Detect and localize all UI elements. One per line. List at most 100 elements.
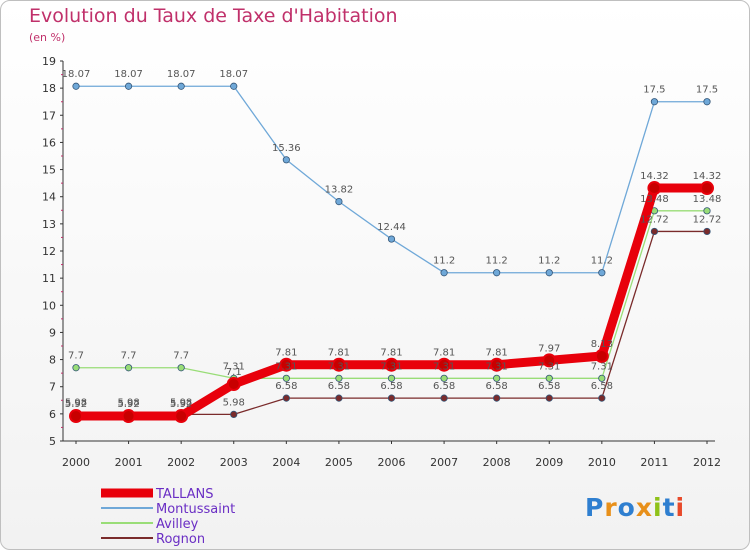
- data-label-montussaint: 12.44: [377, 222, 406, 233]
- data-label-rognon: 5.98: [170, 397, 192, 408]
- data-label-montussaint: 18.07: [167, 69, 196, 80]
- data-point-tallans: [279, 357, 294, 372]
- data-point-montussaint: [493, 269, 501, 277]
- data-point-rognon: [335, 394, 343, 402]
- data-point-montussaint: [230, 82, 238, 90]
- data-point-rognon: [440, 394, 448, 402]
- data-label-rognon: 5.98: [65, 397, 87, 408]
- data-label-avilley: 7.31: [275, 361, 297, 372]
- data-point-avilley: [545, 374, 553, 382]
- data-label-tallans: 5.92: [117, 399, 139, 410]
- legend-label-montussaint: Montussaint: [156, 502, 235, 517]
- y-tick-label: 13: [42, 218, 56, 231]
- data-label-tallans: 7.97: [538, 343, 560, 354]
- data-label-avilley: 7.31: [223, 361, 245, 372]
- data-point-avilley: [598, 374, 606, 382]
- data-label-rognon: 12.72: [693, 214, 722, 225]
- data-label-avilley: 7.31: [328, 361, 350, 372]
- data-point-tallans: [594, 349, 609, 364]
- legend-label-rognon: Rognon: [156, 532, 205, 547]
- data-point-montussaint: [387, 235, 396, 243]
- data-point-avilley: [124, 364, 133, 372]
- data-label-avilley: 13.48: [693, 194, 722, 205]
- data-point-tallans: [647, 181, 662, 196]
- data-label-montussaint: 17.5: [696, 85, 718, 96]
- series-line-montussaint: [76, 85, 707, 274]
- data-point-montussaint: [335, 198, 343, 206]
- data-point-montussaint: [177, 82, 185, 90]
- data-label-rognon: 6.58: [433, 381, 455, 392]
- data-label-avilley: 7.31: [591, 361, 613, 372]
- data-label-tallans: 7.81: [275, 348, 297, 359]
- x-tick-label: 2002: [167, 456, 195, 469]
- logo-letter: x: [635, 493, 653, 522]
- data-point-montussaint: [650, 98, 659, 106]
- data-point-rognon: [387, 394, 396, 402]
- y-tick-label: 7: [49, 381, 56, 394]
- data-label-tallans: 8.13: [591, 339, 613, 350]
- data-point-tallans: [174, 409, 189, 424]
- data-label-tallans: 7.81: [486, 348, 508, 359]
- y-tick-label: 10: [42, 299, 56, 312]
- legend-label-avilley: Avilley: [156, 517, 199, 532]
- x-tick-label: 2005: [325, 456, 353, 469]
- y-tick-label: 18: [42, 82, 56, 95]
- x-tick-label: 2006: [378, 456, 406, 469]
- data-label-montussaint: 11.2: [591, 256, 613, 267]
- y-tick-label: 5: [49, 435, 56, 448]
- data-point-avilley: [335, 374, 343, 382]
- y-tick-label: 15: [42, 164, 56, 177]
- data-point-rognon: [230, 410, 238, 418]
- data-point-montussaint: [72, 82, 80, 90]
- logo-letter: o: [617, 493, 636, 522]
- y-tick-label: 8: [49, 354, 56, 367]
- data-label-montussaint: 13.82: [325, 185, 354, 196]
- data-point-montussaint: [124, 82, 133, 90]
- data-point-tallans: [700, 181, 714, 196]
- data-label-montussaint: 11.2: [486, 256, 508, 267]
- logo-letter: t: [662, 493, 676, 522]
- data-point-tallans: [69, 409, 83, 424]
- data-label-rognon: 6.58: [591, 381, 613, 392]
- data-point-avilley: [703, 207, 711, 215]
- data-label-avilley: 7.31: [486, 361, 508, 372]
- data-point-montussaint: [282, 156, 290, 164]
- x-tick-label: 2009: [535, 456, 563, 469]
- data-label-tallans: 14.32: [693, 171, 722, 182]
- data-label-montussaint: 11.2: [538, 256, 560, 267]
- data-label-rognon: 6.58: [486, 381, 508, 392]
- data-label-tallans: 5.92: [65, 399, 87, 410]
- data-label-montussaint: 15.36: [272, 143, 301, 154]
- x-tick-label: 2008: [483, 456, 511, 469]
- data-point-tallans: [384, 357, 399, 372]
- x-tick-label: 2000: [62, 456, 90, 469]
- data-label-montussaint: 11.2: [433, 256, 455, 267]
- data-point-avilley: [440, 374, 448, 382]
- y-tick-label: 11: [42, 272, 56, 285]
- data-point-tallans: [437, 357, 452, 372]
- data-label-rognon: 6.58: [275, 381, 297, 392]
- data-label-avilley: 7.31: [433, 361, 455, 372]
- data-point-montussaint: [440, 269, 448, 277]
- y-tick-label: 12: [42, 245, 56, 258]
- data-point-rognon: [545, 394, 553, 402]
- x-tick-label: 2007: [430, 456, 458, 469]
- data-label-montussaint: 18.07: [219, 69, 248, 80]
- data-point-avilley: [177, 364, 185, 372]
- data-label-avilley: 7.31: [538, 361, 560, 372]
- proxiti-logo: Proxiti: [585, 493, 685, 522]
- chart-title: Evolution du Taux de Taxe d'Habitation: [29, 5, 398, 27]
- data-label-tallans: 7.1: [226, 367, 242, 378]
- data-point-montussaint: [703, 98, 711, 106]
- logo-letter: P: [585, 493, 605, 522]
- data-label-tallans: 7.81: [380, 348, 402, 359]
- data-label-rognon: 6.58: [328, 381, 350, 392]
- x-tick-label: 2004: [272, 456, 300, 469]
- data-label-avilley: 7.7: [173, 351, 189, 362]
- data-label-montussaint: 17.5: [643, 85, 665, 96]
- data-point-avilley: [282, 374, 290, 382]
- data-label-rognon: 6.58: [380, 381, 402, 392]
- data-label-avilley: 7.7: [121, 351, 137, 362]
- y-tick-label: 6: [49, 408, 56, 421]
